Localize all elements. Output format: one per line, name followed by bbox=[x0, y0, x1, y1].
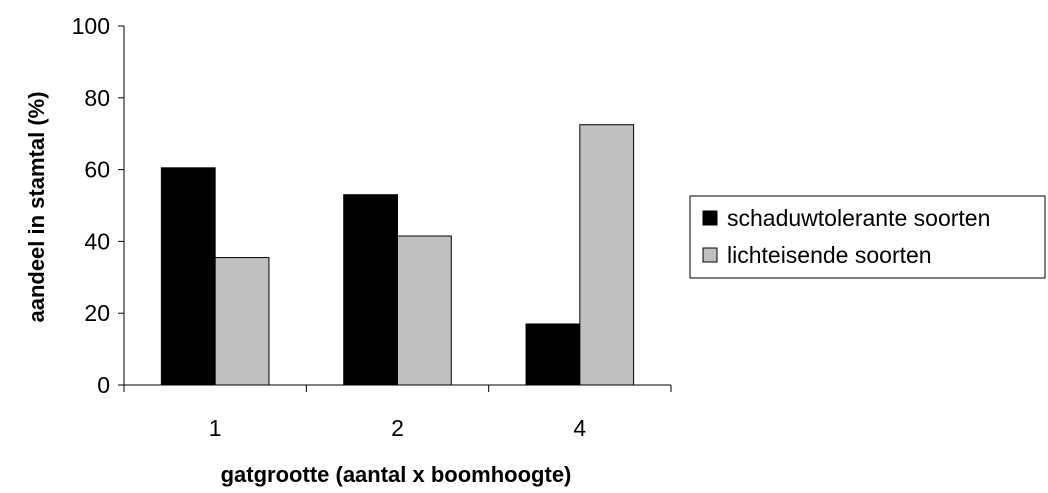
bar-lichteisende-1 bbox=[214, 257, 270, 386]
y-tick-label: 20 bbox=[84, 300, 110, 326]
legend: schaduwtolerante soorten lichteisende so… bbox=[689, 195, 1046, 279]
legend-swatch-lichteisende bbox=[702, 247, 718, 263]
x-tick-label: 2 bbox=[391, 415, 404, 441]
legend-label-schaduwtolerante: schaduwtolerante soorten bbox=[727, 205, 990, 231]
bar-schaduwtolerante-2 bbox=[343, 194, 399, 386]
y-tick-label: 40 bbox=[84, 228, 110, 254]
y-axis-title: aandeel in stamtal (%) bbox=[24, 91, 49, 322]
legend-swatch-schaduwtolerante bbox=[702, 210, 718, 226]
bar-lichteisende-2 bbox=[397, 235, 452, 386]
y-tick-label: 100 bbox=[72, 13, 110, 39]
bar-schaduwtolerante-1 bbox=[160, 167, 216, 386]
y-tick-label: 60 bbox=[84, 157, 110, 183]
legend-label-lichteisende: lichteisende soorten bbox=[727, 242, 932, 268]
x-tick-label: 1 bbox=[209, 415, 222, 441]
x-axis-title: gatgrootte (aantal x boomhoogte) bbox=[221, 462, 572, 487]
plot-area: 0 20 40 60 80 100 1 2 4 bbox=[72, 13, 672, 441]
bar-lichteisende-4 bbox=[579, 124, 635, 386]
y-tick-label: 80 bbox=[84, 85, 110, 111]
y-tick-label: 0 bbox=[97, 372, 110, 398]
bar-schaduwtolerante-4 bbox=[525, 323, 581, 386]
legend-frame bbox=[689, 195, 1046, 279]
x-tick-label: 4 bbox=[573, 415, 586, 441]
